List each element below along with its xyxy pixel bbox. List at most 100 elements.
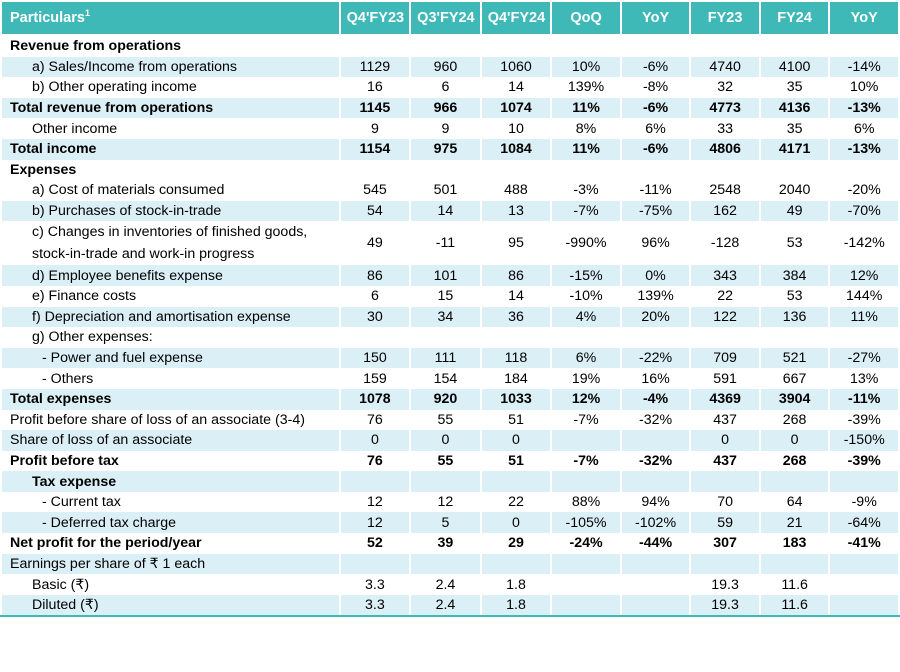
column-header-yoy-quarter: YoY [619,0,692,36]
table-row: a) Cost of materials consumed 545 501 488 -3… [0,180,900,201]
row-label: c) Changes in inventories of finished go… [0,221,341,266]
table-row: - Deferred tax charge 12 5 0 -105% -102% 59 21-… [0,512,900,534]
cell-fy24: 3904 [758,388,831,410]
cell-fy23: 22 [689,285,761,307]
cell-q4fy24: 13 [479,200,553,222]
cell-yoy-year: 11% [828,306,900,328]
cell-q4fy23: 3.3 [338,574,412,595]
row-label: Revenue from operations [0,35,341,57]
cell-fy24: 53 [758,285,831,307]
cell-fy23: -128 [689,221,761,266]
row-label: Profit before tax [0,450,341,472]
cell-q4fy24 [479,553,553,575]
cell-yoy-year [828,159,900,181]
cell-qoq [550,553,622,575]
cell-q4fy23: 49 [338,221,412,266]
cell-qoq [550,159,622,181]
cell-q3fy24: 55 [409,409,482,431]
cell-q3fy24: 9 [409,118,482,139]
cell-yoy-quarter [619,594,692,618]
cell-qoq: -7% [550,409,622,431]
cell-fy23 [689,327,761,348]
cell-yoy-year: -70% [828,200,900,222]
cell-yoy-quarter: 20% [619,306,692,328]
cell-yoy-year: -14% [828,56,900,78]
cell-fy23: 59 [689,512,761,534]
cell-fy24: 183 [758,533,831,554]
cell-qoq [550,35,622,57]
cell-qoq [550,327,622,348]
cell-q4fy24: 0 [479,512,553,534]
cell-q4fy23: 9 [338,118,412,139]
cell-qoq: -990% [550,221,622,266]
cell-yoy-year [828,574,900,595]
cell-yoy-quarter: -32% [619,450,692,472]
cell-q4fy23 [338,35,412,57]
cell-fy23: 122 [689,306,761,328]
cell-q4fy23: 1145 [338,97,412,119]
cell-yoy-quarter [619,159,692,181]
row-label: f) Depreciation and amortisation expense [0,306,341,328]
footnote-marker: 1 [84,8,90,19]
cell-q3fy24: 34 [409,306,482,328]
table-row: a) Sales/Income from operations 1129 960 10… [0,56,900,78]
cell-yoy-quarter [619,35,692,57]
table-row: Other income 9 9 10 8% 6% 33 35 6% [0,118,900,139]
table-row: g) Other expenses: [0,327,900,348]
cell-yoy-quarter: -6% [619,56,692,78]
cell-yoy-year: 12% [828,265,900,286]
row-label: Expenses [0,159,341,181]
cell-q3fy24: 0 [409,430,482,451]
cell-q4fy24: 36 [479,306,553,328]
cell-fy24: 268 [758,409,831,431]
cell-yoy-quarter: -6% [619,97,692,119]
cell-q4fy23: 12 [338,491,412,513]
cell-fy24: 21 [758,512,831,534]
cell-fy24: 4136 [758,97,831,119]
table-row: - Power and fuel expense 150 111 118 6% -22% 7… [0,347,900,369]
cell-q3fy24: 154 [409,368,482,389]
cell-q4fy23: 6 [338,285,412,307]
table-row: Earnings per share of ₹ 1 each [0,553,900,575]
cell-fy23 [689,35,761,57]
cell-q4fy23 [338,327,412,348]
cell-fy23 [689,471,761,492]
cell-q4fy24: 22 [479,491,553,513]
table-row: c) Changes in inventories of finished go… [0,221,900,266]
cell-qoq: 8% [550,118,622,139]
cell-fy24: 2040 [758,180,831,201]
row-label: e) Finance costs [0,285,341,307]
cell-q4fy23: 1078 [338,388,412,410]
cell-fy23 [689,553,761,575]
cell-q4fy24: 1.8 [479,574,553,595]
cell-fy23 [689,159,761,181]
cell-q4fy24: 51 [479,450,553,472]
column-header-q4fy23: Q4'FY23 [338,0,412,36]
cell-q4fy23: 1154 [338,138,412,160]
cell-q4fy23: 54 [338,200,412,222]
cell-fy23: 0 [689,430,761,451]
particulars-header: Particulars1 [0,0,341,36]
row-label: - Others [0,368,341,389]
row-label: Earnings per share of ₹ 1 each [0,553,341,575]
row-label: Total income [0,138,341,160]
cell-yoy-year: 144% [828,285,900,307]
cell-qoq: 6% [550,347,622,369]
row-label: b) Other operating income [0,77,341,98]
cell-qoq: 10% [550,56,622,78]
cell-q4fy23: 76 [338,450,412,472]
cell-yoy-year: -9% [828,491,900,513]
cell-q4fy23: 16 [338,77,412,98]
cell-q3fy24 [409,553,482,575]
table-row: Profit before share of loss of an associ… [0,409,900,431]
cell-q3fy24: 14 [409,200,482,222]
particulars-header-label: Particulars [10,10,85,26]
cell-yoy-year: -41% [828,533,900,554]
cell-fy24: 136 [758,306,831,328]
cell-q4fy24: 86 [479,265,553,286]
table-row: Expenses [0,159,900,181]
cell-q3fy24: 501 [409,180,482,201]
cell-yoy-year: -13% [828,97,900,119]
cell-fy23: 33 [689,118,761,139]
cell-q3fy24: 111 [409,347,482,369]
